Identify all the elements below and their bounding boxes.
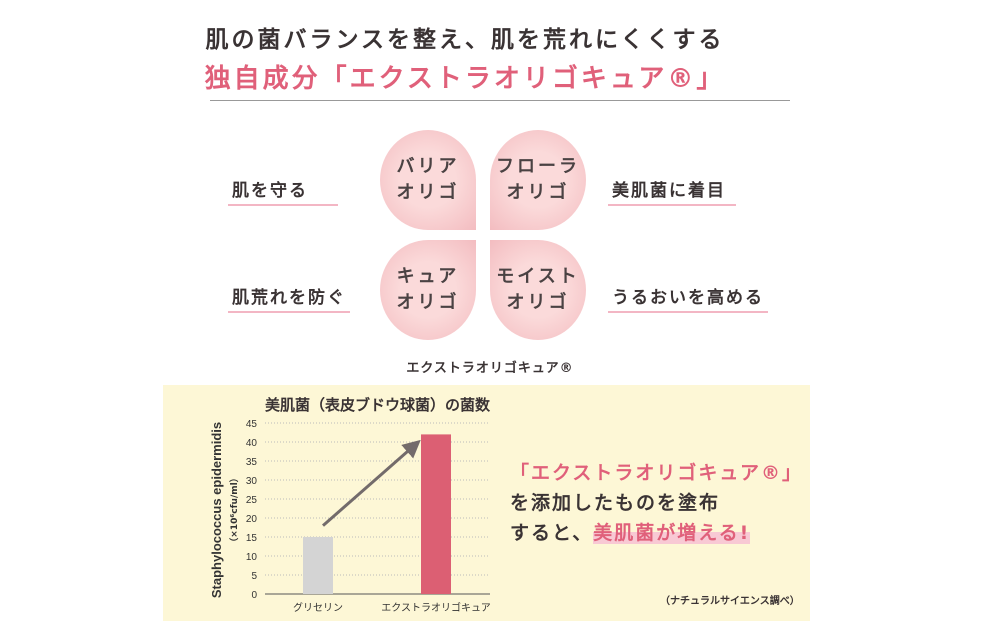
petal-label: フローラ [496, 156, 580, 177]
y-tick-label: 20 [246, 514, 258, 525]
petal-label: キュア [396, 266, 460, 287]
bar-chart: 0 5 10 15 20 25 30 35 40 45 グリセリン エクストラオリゴキュア Staphy… [209, 419, 491, 614]
message-line: すると、美肌菌が増える! [510, 518, 803, 548]
y-tick-label: 10 [246, 552, 258, 563]
y-tick-label: 35 [246, 457, 258, 468]
petal-flora: フローラ オリゴ [490, 130, 586, 230]
petal-moist: モイスト オリゴ [490, 240, 586, 340]
y-tick-label: 25 [246, 495, 258, 506]
petal-label: モイスト [496, 266, 580, 287]
x-tick-label: グリセリン [293, 601, 343, 614]
bar [303, 537, 333, 594]
y-tick-label: 15 [246, 533, 258, 544]
benefit-moisture: うるおいを高める [608, 283, 768, 313]
message-text: すると、 [510, 522, 594, 544]
source-note: （ナチュラルサイエンス調べ） [660, 596, 800, 607]
y-axis-unit: （×10⁶cfu/ml） [229, 473, 240, 546]
chart-title: 美肌菌（表皮ブドウ球菌）の菌数 [265, 396, 491, 414]
petal-barrier: バリア オリゴ [380, 130, 476, 230]
y-tick-label: 45 [246, 419, 258, 430]
petal-label: バリア [396, 156, 460, 177]
message-highlight: 美肌菌が増える! [593, 522, 751, 544]
benefit-prevent: 肌荒れを防ぐ [228, 283, 350, 313]
petal-label: オリゴ [506, 182, 570, 203]
message-line: 「エクストラオリゴキュア®」 [510, 462, 804, 484]
y-tick-label: 5 [251, 571, 257, 582]
headline: 肌の菌バランスを整え、肌を荒れにくくする [205, 27, 725, 53]
product-title: 独自成分「エクストラオリゴキュア®」 [204, 64, 726, 94]
y-tick-label: 30 [246, 476, 258, 487]
ingredient-caption: エクストラオリゴキュア® [406, 361, 574, 376]
benefit-protect: 肌を守る [228, 176, 338, 206]
y-axis-label: Staphylococcus epidermidis [209, 422, 224, 598]
petal-label: オリゴ [506, 292, 570, 313]
bar [421, 434, 451, 594]
y-tick-label: 40 [246, 438, 258, 449]
petal-label: オリゴ [396, 292, 460, 313]
x-tick-label: エクストラオリゴキュア [381, 601, 491, 614]
petal-label: オリゴ [396, 182, 460, 203]
benefit-flora: 美肌菌に着目 [608, 176, 736, 206]
message-line: を添加したものを塗布 [510, 492, 721, 514]
result-message: 「エクストラオリゴキュア®」 を添加したものを塗布 すると、美肌菌が増える! [510, 458, 803, 548]
petal-cure: キュア オリゴ [380, 240, 476, 340]
y-tick-label: 0 [251, 590, 257, 601]
chart-panel [163, 385, 810, 621]
divider [210, 100, 790, 101]
trend-arrow [322, 439, 421, 527]
